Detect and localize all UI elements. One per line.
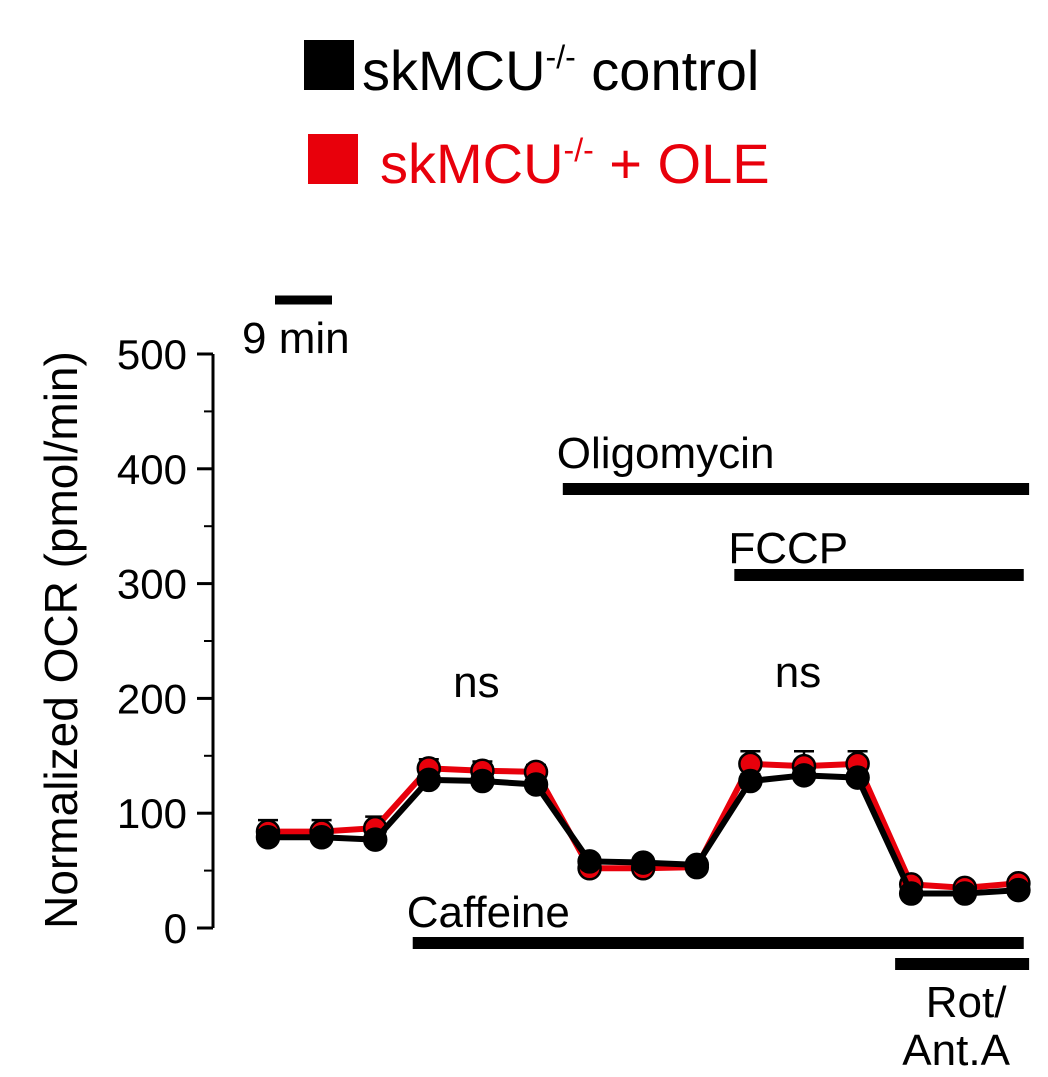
data-point [845, 765, 870, 790]
data-point [1006, 877, 1031, 903]
data-point [738, 768, 763, 794]
series-ole [255, 749, 1031, 901]
legend-swatch-control [304, 40, 354, 90]
y-tick-label-300: 300 [117, 561, 187, 608]
series-control [255, 763, 1031, 906]
treatment-label-rot: Rot/ [926, 978, 1007, 1027]
legend-swatch-ole [308, 134, 358, 184]
significance-annotations: ns ns [453, 648, 821, 707]
legend-label-ole: skMCU-/- + OLE [380, 132, 770, 195]
y-tick-label-500: 500 [117, 331, 187, 378]
legend-label-control: skMCU-/- control [362, 39, 759, 102]
y-tick-label-0: 0 [164, 905, 187, 952]
y-tick-label-400: 400 [117, 446, 187, 493]
data-point [470, 768, 495, 794]
data-series [255, 749, 1031, 906]
ns-annotation: ns [453, 658, 499, 707]
data-point [898, 881, 924, 906]
scale-bar-label: 9 min [242, 314, 350, 363]
data-point [791, 763, 817, 788]
y-tick-label-200: 200 [117, 675, 187, 722]
treatment-bars: Oligomycin FCCP Caffeine Rot/Ant.A [407, 429, 1030, 1075]
scale-bar: 9 min [242, 295, 350, 363]
treatment-label-oligomycin: Oligomycin [557, 429, 775, 478]
data-point [577, 849, 602, 874]
data-point [255, 825, 281, 850]
data-point [630, 850, 656, 875]
y-tick-label-100: 100 [117, 790, 187, 837]
data-point [362, 827, 388, 852]
data-point [952, 881, 978, 906]
treatment-label-caffeine: Caffeine [407, 888, 570, 937]
data-point [684, 852, 710, 878]
y-axis-label: Normalized OCR (pmol/min) [35, 351, 87, 929]
data-point [523, 772, 549, 797]
treatment-label-rot-line2: Ant.A [902, 1026, 1010, 1075]
legend: skMCU-/- control skMCU-/- + OLE [304, 39, 770, 195]
treatment-label-fccp: FCCP [728, 524, 848, 573]
data-point [416, 767, 442, 793]
ns-annotation: ns [775, 648, 821, 697]
y-axis: 0 100 200 300 400 500 [117, 331, 215, 952]
data-point [309, 825, 334, 850]
